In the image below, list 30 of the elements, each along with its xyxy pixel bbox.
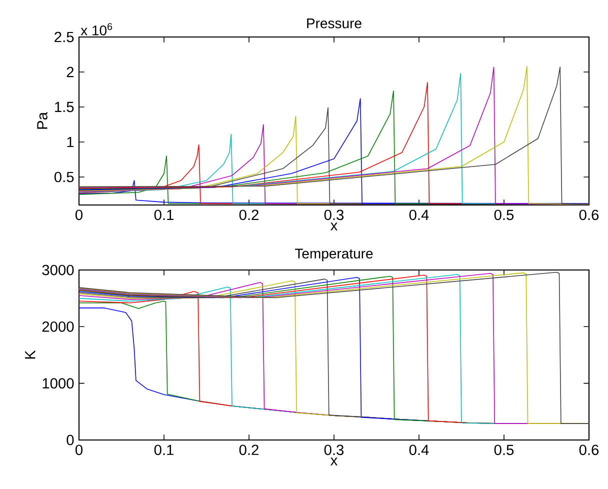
x-tick-label: 0.2 (239, 444, 258, 456)
y-tick-label: 2.5 (54, 32, 74, 42)
y-tick-label: 0.5 (54, 172, 74, 182)
y-tick-label: 1000 (42, 378, 74, 389)
x-tick-label: 0.5 (494, 210, 514, 220)
y-axis-title: K (25, 350, 36, 359)
x-tick-label: 0.1 (154, 444, 174, 456)
y-tick-label: 1 (67, 136, 74, 148)
y-tick-label: 3000 (42, 264, 74, 276)
x-tick-label: 0.2 (239, 210, 258, 220)
x-tick-label: 0.6 (579, 444, 599, 456)
x-tick-label: 0.6 (579, 210, 599, 220)
text: x 10$^{6}$ (80, 23, 112, 36)
chart-title: Temperature (295, 248, 373, 262)
x-axis-title: x (330, 458, 338, 466)
x-tick-label: 0.5 (494, 444, 514, 456)
y-tick-label: 2 (66, 66, 74, 78)
x-tick-label: 0.3 (324, 444, 344, 456)
x-tick-label: 0.4 (409, 444, 429, 456)
x-axis-title: x (330, 222, 338, 230)
y-axis-title: Pa (37, 112, 48, 129)
y-tick-label: 2000 (42, 321, 74, 332)
x-tick-label: 0.3 (324, 210, 344, 220)
x-tick-label: 0 (75, 210, 82, 220)
y-tick-label: 0 (66, 434, 74, 446)
x-tick-label: 0.4 (409, 210, 429, 220)
chart-title: Pressure (307, 18, 362, 28)
x-tick-label: 0.1 (154, 210, 174, 220)
x-tick-label: 0 (75, 444, 82, 456)
y-tick-label: 1.5 (55, 102, 74, 112)
